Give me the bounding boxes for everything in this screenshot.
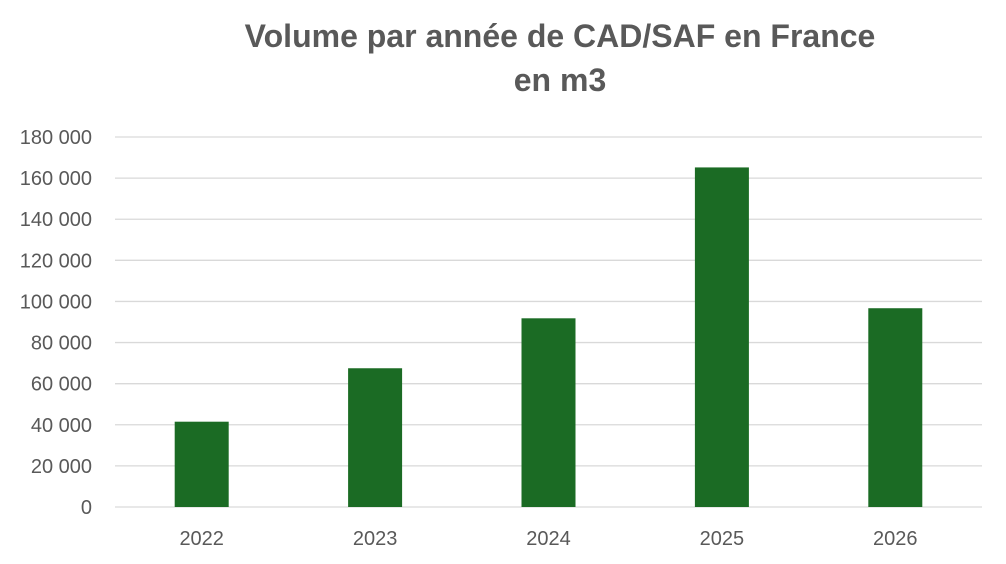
- y-tick-label: 120 000: [20, 250, 92, 272]
- y-tick-label: 140 000: [20, 209, 92, 231]
- y-tick-label: 0: [81, 497, 92, 519]
- x-tick-label: 2025: [700, 528, 745, 550]
- bar: [694, 167, 749, 507]
- y-tick-label: 100 000: [20, 291, 92, 313]
- bar: [174, 421, 229, 507]
- x-tick-label: 2026: [873, 528, 918, 550]
- x-tick-label: 2022: [179, 528, 224, 550]
- bar: [868, 308, 923, 507]
- bar: [521, 318, 576, 507]
- chart-title: Volume par année de CAD/SAF en France en…: [244, 18, 876, 98]
- y-tick-label: 40 000: [31, 415, 92, 437]
- x-tick-label: 2024: [526, 528, 571, 550]
- y-tick-label: 20 000: [31, 456, 92, 478]
- y-tick-label: 80 000: [31, 333, 92, 355]
- bar: [348, 368, 403, 507]
- y-tick-label: 60 000: [31, 374, 92, 396]
- y-tick-label: 180 000: [20, 127, 92, 149]
- y-tick-label: 160 000: [20, 168, 92, 190]
- x-tick-label: 2023: [353, 528, 398, 550]
